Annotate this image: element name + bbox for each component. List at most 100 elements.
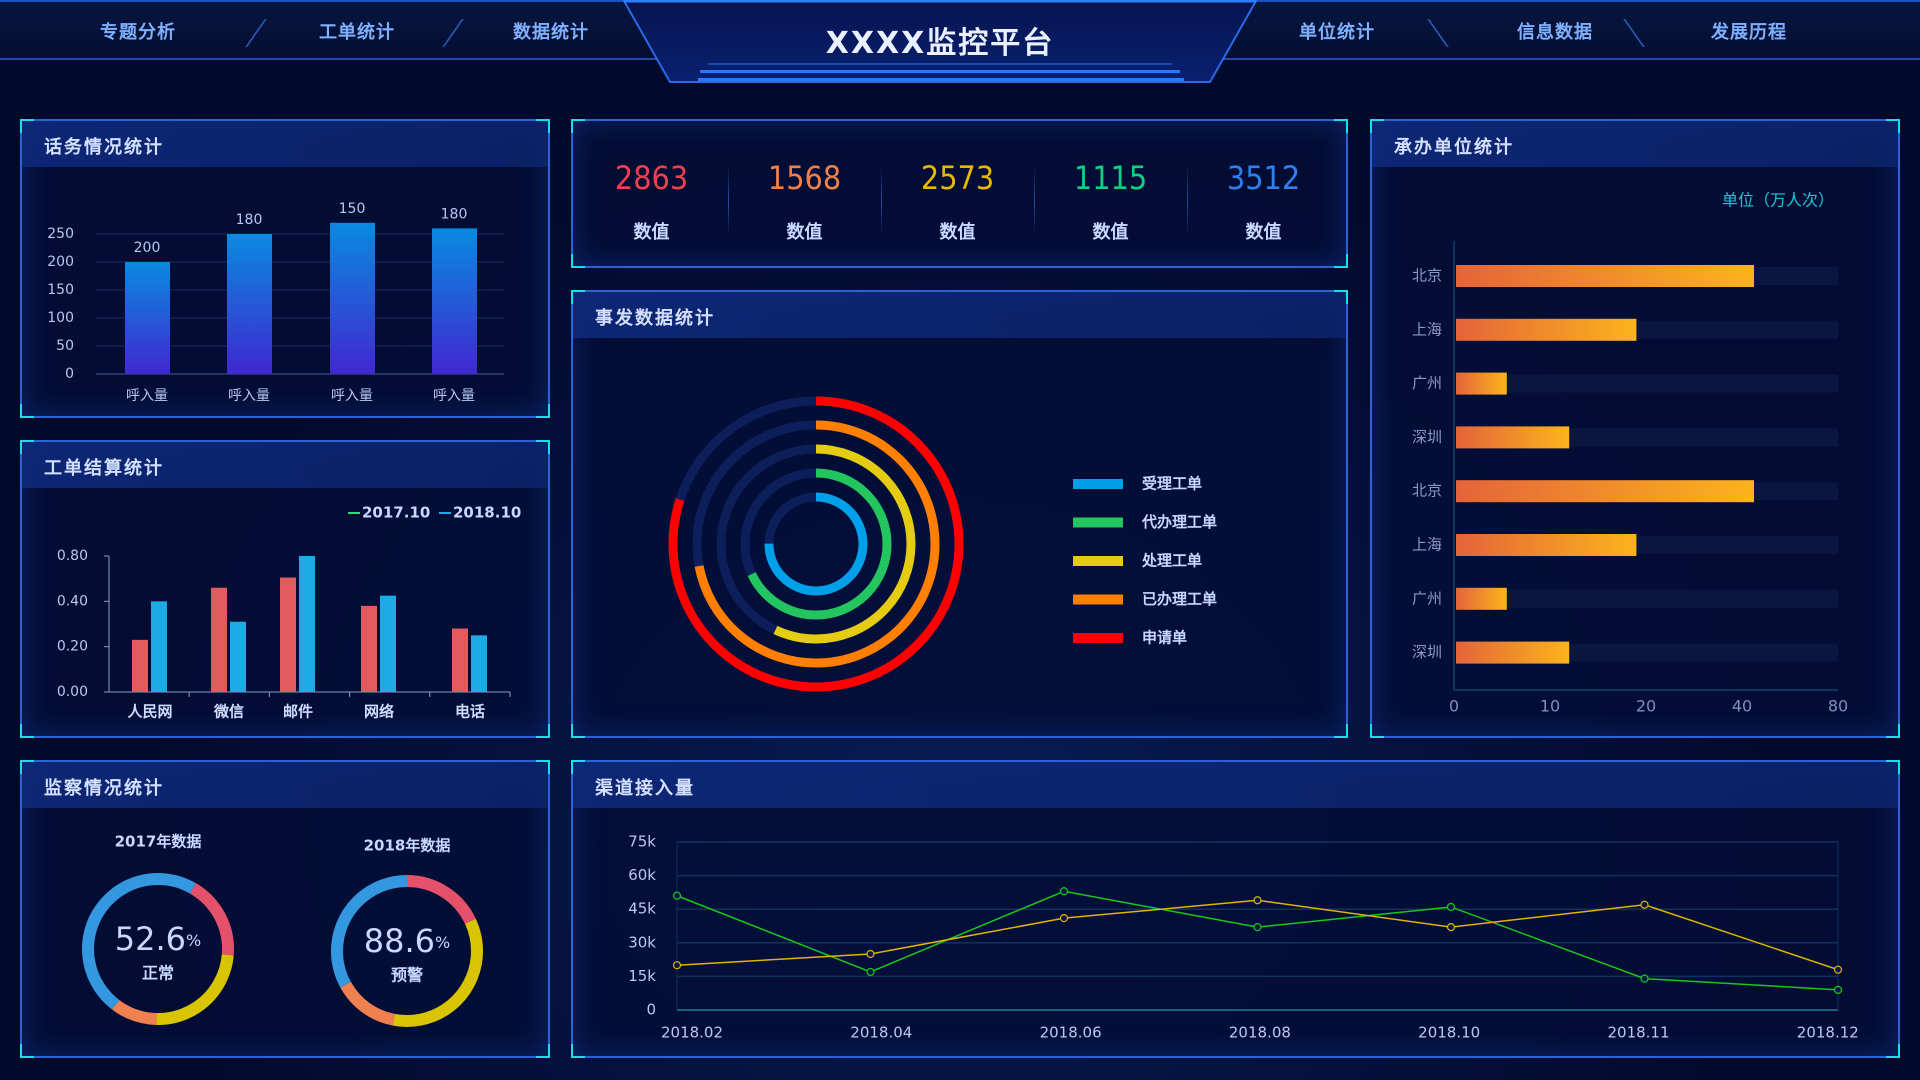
x-category-label: 呼入量: [331, 388, 373, 404]
panel-corner-decoration: [1886, 1044, 1900, 1058]
x-tick-label: 2018.12: [1797, 1024, 1859, 1042]
y-category-label: 上海: [1412, 320, 1442, 338]
donut-title: 2017年数据: [115, 833, 202, 851]
panel-corner-decoration: [1334, 724, 1348, 738]
bar-2018.10: [151, 601, 167, 692]
work-order-bar-chart: 0.00 0.20 0.40 0.80 人民网 微信 邮件 网络 电话 2017.10 2018.1…: [57, 504, 522, 721]
stat-value: 2863: [614, 159, 689, 197]
nav-item-info-data[interactable]: 信息数据: [1517, 22, 1593, 43]
x-tick-label: 0: [1449, 697, 1459, 716]
bar-data-label: 200: [134, 240, 161, 256]
legend-label: 受理工单: [1142, 475, 1202, 493]
ring-bar-0: [764, 492, 868, 596]
summary-stats-panel: 2863 数值 1568 数值 2573 数值 1115 数值 3512 数值: [571, 119, 1348, 268]
y-tick-label: 0: [65, 366, 74, 382]
data-point: [1253, 896, 1262, 905]
channel-line-chart: 0 15k 30k 45k 60k 75k 2018.02 2018.04 2018.06 201…: [628, 833, 1859, 1042]
page-title: XXXX监控平台: [825, 26, 1055, 61]
panel-title: 渠道接入量: [595, 778, 695, 799]
data-point: [1253, 923, 1262, 932]
x-tick-label: 40: [1732, 697, 1752, 716]
legend-label: 处理工单: [1141, 552, 1202, 570]
series-line-1: [676, 899, 1839, 971]
bar-2017.10: [132, 639, 148, 692]
inspection-panel: 监察情况统计 2017年数据 52.6% 正常 2018年数据 88.6% 预警: [20, 760, 550, 1058]
bar: [1456, 641, 1570, 664]
y-category-label: 广州: [1412, 374, 1442, 392]
legend-swatch: [1073, 479, 1123, 489]
y-category-label: 深圳: [1412, 428, 1442, 446]
donut-segment: [82, 873, 234, 1025]
panel-title: 事发数据统计: [595, 308, 715, 329]
panel-corner-decoration: [1886, 760, 1900, 774]
y-category-label: 北京: [1412, 482, 1442, 500]
legend-label: 代办理工单: [1141, 513, 1217, 531]
donut-segment: [82, 873, 234, 1025]
bar-2018.10: [471, 635, 487, 692]
bar: [1456, 318, 1637, 341]
x-tick-label: 20: [1636, 697, 1656, 716]
nav-separator: [1427, 19, 1449, 47]
stat-label: 数值: [1092, 222, 1129, 243]
x-tick-label: 2018.04: [850, 1024, 912, 1042]
y-tick-label: 0.20: [57, 639, 88, 655]
bar-2017.10: [361, 605, 377, 692]
ring-bar-3: [692, 420, 940, 668]
donut-segment: [82, 873, 234, 1025]
panel-corner-decoration: [536, 440, 550, 454]
panel-corner-decoration: [20, 404, 34, 418]
nav-separator: [442, 19, 464, 47]
x-category-label: 网络: [364, 703, 394, 721]
bar-track: [1456, 589, 1838, 608]
donut-center-label: 预警: [391, 966, 423, 985]
nav-item-work-order-stats[interactable]: 工单统计: [319, 22, 395, 43]
data-point: [672, 961, 682, 970]
nav-item-unit-stats[interactable]: 单位统计: [1299, 22, 1375, 43]
x-category-label: 呼入量: [228, 388, 270, 404]
panel-corner-decoration: [571, 1044, 585, 1058]
panel-corner-decoration: [536, 724, 550, 738]
y-tick-label: 30k: [628, 933, 656, 951]
y-category-label: 深圳: [1412, 643, 1442, 661]
panel-corner-decoration: [536, 404, 550, 418]
bar-2017.10: [211, 587, 227, 692]
y-tick-label: 75k: [628, 833, 656, 851]
y-tick-label: 0: [646, 1001, 656, 1019]
y-tick-label: 45k: [628, 900, 656, 918]
panel-corner-decoration: [536, 1044, 550, 1058]
panel-corner-decoration: [536, 119, 550, 133]
x-category-label: 人民网: [127, 703, 172, 721]
panel-corner-decoration: [1334, 254, 1348, 268]
stat-value: 2573: [920, 159, 995, 197]
x-tick-label: 2018.02: [661, 1024, 723, 1042]
nav-item-topic-analysis[interactable]: 专题分析: [100, 22, 176, 43]
data-point: [1640, 974, 1649, 983]
bar-data-label: 150: [339, 201, 366, 217]
bar-2017.10: [452, 628, 468, 692]
panel-header: 监察情况统计: [22, 762, 548, 808]
data-point: [672, 891, 682, 900]
title-frame: [622, 0, 1258, 83]
nav-item-data-stats[interactable]: 数据统计: [513, 22, 589, 43]
panel-header: 话务情况统计: [22, 121, 548, 167]
y-tick-label: 250: [47, 226, 74, 242]
donut-segment: [331, 875, 483, 1027]
legend-swatch: [1073, 556, 1123, 566]
x-tick-label: 10: [1540, 697, 1560, 716]
panel-corner-decoration: [1886, 724, 1900, 738]
nav-item-history[interactable]: 发展历程: [1711, 22, 1787, 43]
panel-header: 工单结算统计: [22, 442, 548, 488]
donut-center-value: 88.6%: [364, 922, 450, 960]
stat-label: 数值: [633, 222, 670, 243]
incident-panel: 事发数据统计 受理工单 代办理工单 处理工单 已办理工单 申请单: [571, 290, 1348, 738]
legend-label: 2017.10: [362, 504, 430, 522]
series-line-0: [676, 890, 1839, 991]
data-point: [1833, 965, 1843, 974]
panel-corner-decoration: [1370, 724, 1384, 738]
panel-header: 渠道接入量: [573, 762, 1898, 808]
channel-panel: 渠道接入量 0 15k 30k 45k 60k 75k 2018.02 2018.04 2018…: [571, 760, 1900, 1058]
unit-stats-panel: 承办单位统计 单位（万人次） 0 10 20 40 80 北京 上海 广州 深圳 北京 上海 广州 深圳: [1370, 119, 1900, 738]
bar: [1456, 534, 1637, 556]
panel-corner-decoration: [1370, 119, 1384, 133]
